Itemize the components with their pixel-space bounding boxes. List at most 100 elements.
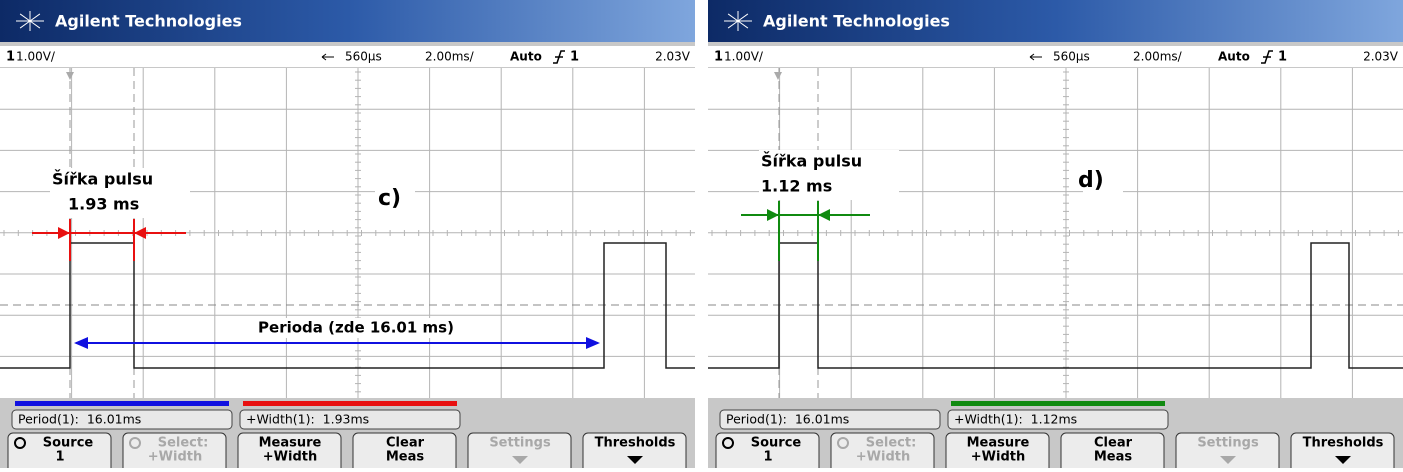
brand-logo <box>724 11 752 31</box>
softkey-label: Settings <box>489 436 551 451</box>
delay: 560µs <box>1053 50 1090 64</box>
channel-scale: 1.00V/ <box>724 50 764 64</box>
status-bar <box>0 46 695 67</box>
measurement-bar <box>951 401 1165 406</box>
measurement-box <box>239 409 461 430</box>
softkey[interactable] <box>715 432 820 472</box>
brand-logo <box>16 11 44 31</box>
softkey-label: +Width <box>263 450 317 465</box>
source-icon <box>129 437 141 449</box>
softkey-label: Thresholds <box>595 436 676 451</box>
softkey-label: Select: <box>866 436 917 451</box>
trigger-level: 2.03V <box>655 50 691 64</box>
softkey[interactable] <box>122 432 227 472</box>
plot <box>708 68 1403 398</box>
annotation-bg <box>759 150 899 200</box>
measurement-bar <box>243 401 457 406</box>
trigger-marker <box>66 72 74 80</box>
measurement: +Width(1): 1.93ms <box>246 412 369 427</box>
softkey-label: Settings <box>1197 436 1259 451</box>
down-arrow <box>512 456 528 464</box>
measurement: Period(1): 16.01ms <box>726 412 849 427</box>
trigger-source: 1 <box>570 50 579 65</box>
channel: 1 <box>714 50 723 65</box>
down-arrow <box>1220 456 1236 464</box>
softkey[interactable] <box>1060 432 1165 472</box>
delay-arrow <box>1029 53 1042 61</box>
logo-ray <box>19 13 31 22</box>
logo-ray <box>29 13 41 22</box>
status-bar <box>708 46 1403 67</box>
measurement-box <box>719 409 941 430</box>
panel-label: d) <box>1078 168 1104 193</box>
softkey[interactable] <box>1175 432 1280 472</box>
source-icon <box>14 437 26 449</box>
softkey[interactable] <box>945 432 1050 472</box>
header <box>0 0 695 42</box>
softkey-label: +Width <box>971 450 1025 465</box>
softkey-label: 1 <box>763 450 772 465</box>
label-bg <box>375 181 415 215</box>
softkey-label: Source <box>751 436 802 451</box>
logo-ray <box>727 13 739 22</box>
brand: Agilent Technologies <box>763 12 950 31</box>
annotation-title: Šířka pulsu <box>52 170 153 189</box>
softkey-label: 1 <box>55 450 64 465</box>
down-arrow <box>1335 456 1351 464</box>
timebase: 2.00ms/ <box>425 50 475 64</box>
softkey-label: Meas <box>1094 450 1133 465</box>
trigger-edge-icon <box>553 50 565 64</box>
softkey-label: Clear <box>1094 436 1133 451</box>
softkey[interactable] <box>1290 432 1395 472</box>
trigger-source: 1 <box>1278 50 1287 65</box>
softkey[interactable] <box>237 432 342 472</box>
softkey[interactable] <box>830 432 935 472</box>
measurement-bar <box>15 401 229 406</box>
period-note-bg <box>240 318 472 338</box>
delay: 560µs <box>345 50 382 64</box>
channel: 1 <box>6 50 15 65</box>
softkey[interactable] <box>467 432 572 472</box>
softkey-label: Meas <box>386 450 425 465</box>
measurement: +Width(1): 1.12ms <box>954 412 1077 427</box>
softkey-label: +Width <box>148 450 202 465</box>
panel-label: c) <box>378 186 401 211</box>
logo-ray <box>737 20 749 29</box>
logo-ray <box>737 13 749 22</box>
timebase: 2.00ms/ <box>1133 50 1183 64</box>
trigger-mode: Auto <box>510 50 542 64</box>
logo-ray <box>19 20 31 29</box>
measurement-box <box>947 409 1169 430</box>
trigger-level: 2.03V <box>1363 50 1399 64</box>
annotation-bg <box>50 168 190 218</box>
trigger-mode: Auto <box>1218 50 1250 64</box>
trigger-edge-icon <box>1261 50 1273 64</box>
annotation-title: Šířka pulsu <box>761 152 862 171</box>
down-arrow <box>627 456 643 464</box>
softkey-label: Measure <box>259 436 322 451</box>
header <box>708 0 1403 42</box>
softkey[interactable] <box>352 432 457 472</box>
measurement: Period(1): 16.01ms <box>18 412 141 427</box>
softkey-label: Measure <box>967 436 1030 451</box>
brand: Agilent Technologies <box>55 12 242 31</box>
softkey[interactable] <box>582 432 687 472</box>
period-note: Perioda (zde 16.01 ms) <box>258 319 454 337</box>
annotation-value: 1.93 ms <box>68 195 139 214</box>
softkey-label: +Width <box>856 450 910 465</box>
waveform <box>708 242 1403 369</box>
channel-scale: 1.00V/ <box>16 50 56 64</box>
softkey[interactable] <box>7 432 112 472</box>
trigger-marker <box>774 72 782 80</box>
softkey-label: Thresholds <box>1303 436 1384 451</box>
softkey-label: Source <box>43 436 94 451</box>
logo-ray <box>727 20 739 29</box>
delay-arrow <box>321 53 334 61</box>
source-icon <box>722 437 734 449</box>
label-bg <box>1083 163 1123 197</box>
annotation-value: 1.12 ms <box>761 177 832 196</box>
